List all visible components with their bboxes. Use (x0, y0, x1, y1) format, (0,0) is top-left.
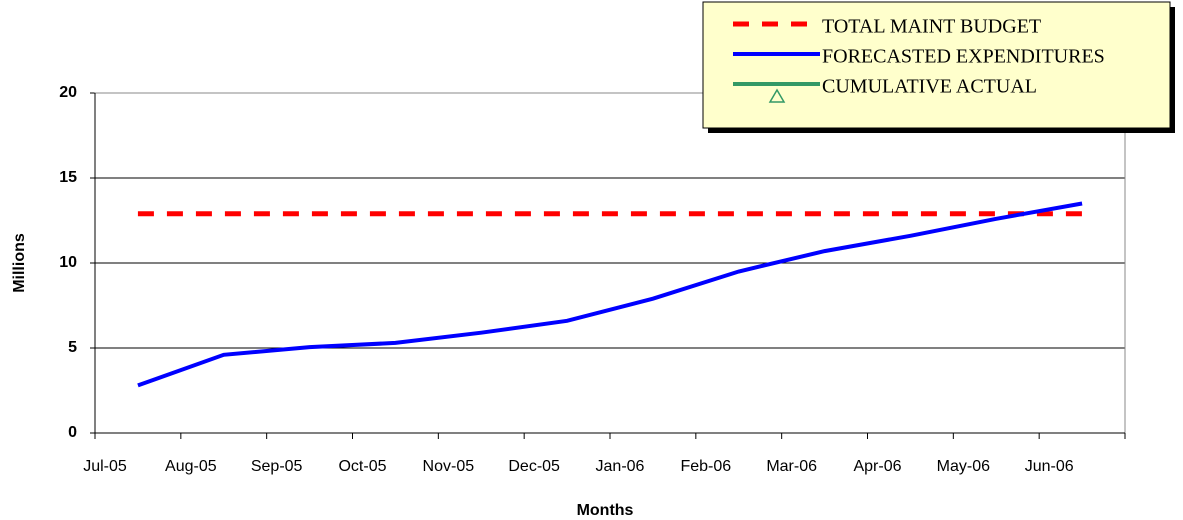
x-axis-label: Months (577, 502, 634, 519)
x-tick-label: Feb-06 (680, 458, 731, 475)
y-tick-label: 20 (59, 84, 77, 101)
x-tick-label: Jul-05 (83, 458, 127, 475)
x-tick-label: Aug-05 (165, 458, 217, 475)
legend-marker (768, 88, 786, 103)
y-tick-label: 10 (59, 254, 77, 271)
x-tick-label: Apr-06 (853, 458, 901, 475)
x-tick-label: Oct-05 (338, 458, 386, 475)
legend-label: CUMULATIVE ACTUAL (822, 76, 1037, 98)
x-tick-label: Mar-06 (766, 458, 817, 475)
series-line (137, 201, 1083, 388)
x-tick-label: Jun-06 (1025, 458, 1074, 475)
y-axis-label: Millions (11, 233, 28, 293)
x-tick-label: Nov-05 (423, 458, 475, 475)
y-tick-label: 0 (68, 424, 77, 441)
x-tick-label: Sep-05 (251, 458, 303, 475)
legend (702, 1, 1171, 129)
y-tick-label: 15 (59, 169, 77, 186)
legend-label: TOTAL MAINT BUDGET (822, 16, 1041, 38)
x-tick-label: Jan-06 (596, 458, 645, 475)
y-tick-label: 5 (68, 339, 77, 356)
x-tick-label: May-06 (937, 458, 990, 475)
legend-label: FORECASTED EXPENDITURES (822, 46, 1105, 68)
x-tick-label: Dec-05 (508, 458, 560, 475)
